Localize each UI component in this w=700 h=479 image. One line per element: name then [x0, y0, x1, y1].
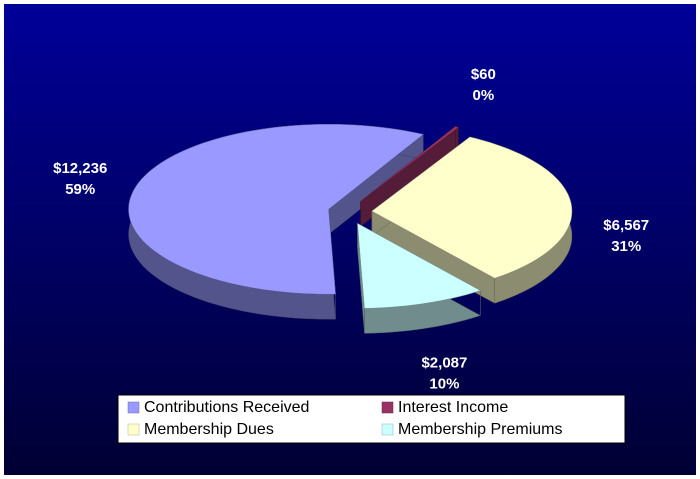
legend-swatch: [381, 423, 394, 436]
legend-box: [117, 394, 626, 444]
legend-label: Interest Income: [398, 399, 508, 416]
data-label: $2,087: [421, 354, 467, 371]
pie-slice: [128, 124, 424, 295]
percent-label: 59%: [65, 181, 95, 198]
data-label: $12,236: [53, 160, 107, 177]
pie-slice: [371, 136, 573, 279]
pie-slice: [360, 126, 459, 202]
legend-label: Contributions Received: [144, 399, 309, 416]
data-label: $60: [471, 66, 496, 83]
legend-swatch: [381, 401, 394, 414]
percent-label: 0%: [473, 87, 495, 104]
legend-swatch: [127, 423, 140, 436]
legend-swatch: [127, 401, 140, 414]
legend-label: Membership Dues: [144, 421, 274, 438]
data-label: $6,567: [603, 217, 649, 234]
pie-slice: [357, 222, 481, 309]
percent-label: 31%: [611, 238, 641, 255]
percent-label: 10%: [429, 375, 459, 392]
legend-label: Membership Premiums: [398, 421, 562, 438]
